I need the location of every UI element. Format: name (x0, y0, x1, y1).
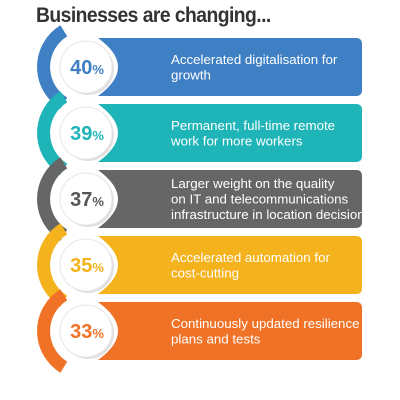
value-label-2: 39% (70, 123, 104, 145)
value-unit-3: % (92, 194, 104, 209)
value-circle-1 (59, 40, 113, 94)
category-label-3-line-2: on IT and telecommunications (171, 192, 348, 207)
category-label-5-line-1: Continuously updated resilience (171, 316, 360, 331)
value-circles: 40% 39% 37% 35% 33% (59, 40, 114, 359)
value-unit-4: % (92, 260, 104, 275)
bar-banner-2 (98, 104, 362, 162)
value-label-4: 35% (70, 255, 104, 277)
value-circle-4 (59, 238, 113, 292)
bar-banner-4 (98, 236, 362, 294)
bar-banner-1 (98, 38, 362, 96)
category-label-4-line-1: Accelerated automation for (171, 250, 330, 265)
value-label-3: 37% (70, 189, 104, 211)
value-unit-5: % (92, 326, 104, 341)
category-label-3-line-1: Larger weight on the quality (171, 176, 335, 191)
category-label-1-line-2: growth (171, 67, 211, 82)
chart-title: Businesses are changing... (36, 4, 271, 27)
category-label-4-line-2: cost-cutting (171, 265, 239, 280)
bar-banner-5 (98, 302, 362, 360)
category-label-2-line-1: Permanent, full-time remote (171, 118, 335, 133)
ring-arcs (37, 25, 68, 373)
value-label-5: 33% (70, 321, 104, 343)
value-unit-2: % (92, 128, 104, 143)
ring-arc-5 (37, 289, 68, 373)
value-circle-5 (59, 304, 113, 358)
value-circle-3 (59, 172, 113, 226)
category-label-5-line-2: plans and tests (171, 331, 261, 346)
category-label-1-line-1: Accelerated digitalisation for (171, 52, 338, 67)
bar-banner-3 (98, 170, 362, 228)
value-label-1: 40% (70, 57, 104, 79)
value-circle-2 (59, 106, 113, 160)
value-unit-1: % (92, 62, 104, 77)
category-label-2-line-2: work for more workers (170, 133, 303, 148)
category-label-3-line-3: infrastructure in location decisions (171, 207, 372, 222)
